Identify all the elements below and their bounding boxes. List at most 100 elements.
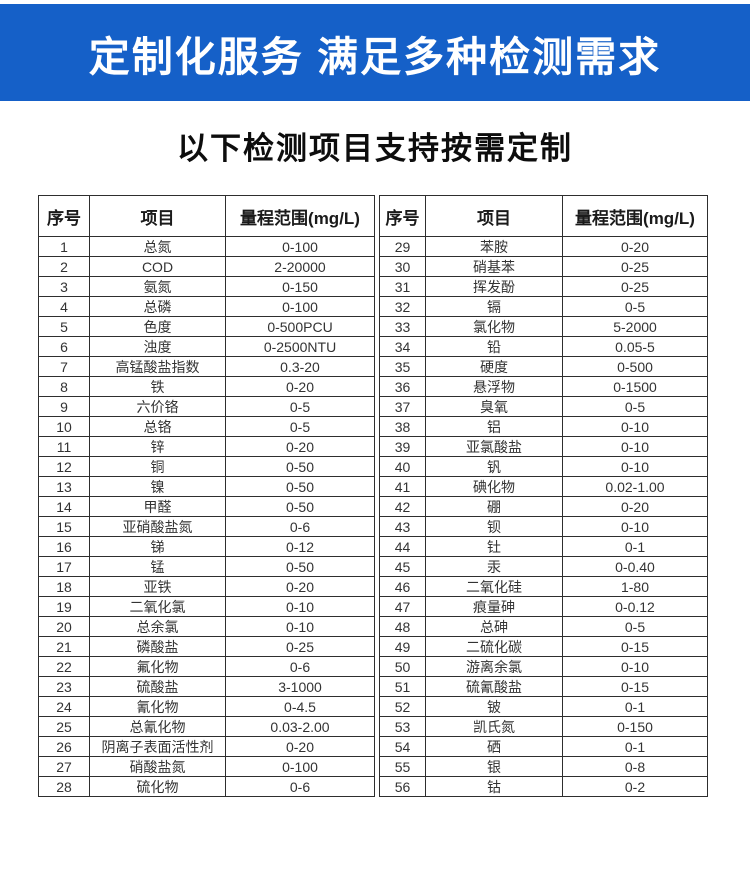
row-range: 0-25 <box>562 256 708 277</box>
row-range: 5-2000 <box>562 316 708 337</box>
row-item: 阴离子表面活性剂 <box>89 736 226 757</box>
row-no: 38 <box>379 416 426 437</box>
col-header-no: 序号 <box>379 195 426 237</box>
row-range: 0-50 <box>225 456 375 477</box>
row-item: 二氧化氯 <box>89 596 226 617</box>
row-no: 31 <box>379 276 426 297</box>
row-range: 0-1 <box>562 536 708 557</box>
row-range: 0-5 <box>225 396 375 417</box>
right-table-header: 序号 项目 量程范围(mg/L) <box>379 195 708 237</box>
row-range: 0-500 <box>562 356 708 377</box>
table-row: 32 镉 0-5 <box>379 296 708 317</box>
row-range: 0-25 <box>225 636 375 657</box>
banner: 定制化服务 满足多种检测需求 <box>0 4 750 101</box>
table-row: 53 凯氏氮 0-150 <box>379 716 708 737</box>
row-range: 0-12 <box>225 536 375 557</box>
row-no: 42 <box>379 496 426 517</box>
table-row: 43 钡 0-10 <box>379 516 708 537</box>
row-range: 0-6 <box>225 656 375 677</box>
table-row: 6 浊度 0-2500NTU <box>38 336 375 357</box>
table-row: 36 悬浮物 0-1500 <box>379 376 708 397</box>
row-no: 53 <box>379 716 426 737</box>
row-item: 亚硝酸盐氮 <box>89 516 226 537</box>
row-no: 17 <box>38 556 90 577</box>
col-header-no: 序号 <box>38 195 90 237</box>
row-item: 六价铬 <box>89 396 226 417</box>
row-item: 总磷 <box>89 296 226 317</box>
row-item: 亚铁 <box>89 576 226 597</box>
row-no: 23 <box>38 676 90 697</box>
row-no: 7 <box>38 356 90 377</box>
row-no: 25 <box>38 716 90 737</box>
row-item: 挥发酚 <box>425 276 563 297</box>
row-item: 总余氯 <box>89 616 226 637</box>
row-range: 0-20 <box>562 496 708 517</box>
row-no: 4 <box>38 296 90 317</box>
row-no: 13 <box>38 476 90 497</box>
header-row: 序号 项目 量程范围(mg/L) <box>379 195 708 237</box>
table-row: 4 总磷 0-100 <box>38 296 375 317</box>
table-row: 31 挥发酚 0-25 <box>379 276 708 297</box>
row-range: 0-5 <box>562 616 708 637</box>
row-range: 0-2500NTU <box>225 336 375 357</box>
table-row: 52 铍 0-1 <box>379 696 708 717</box>
table-row: 29 苯胺 0-20 <box>379 236 708 257</box>
row-no: 41 <box>379 476 426 497</box>
header-row: 序号 项目 量程范围(mg/L) <box>38 195 375 237</box>
row-item: 铜 <box>89 456 226 477</box>
table-row: 18 亚铁 0-20 <box>38 576 375 597</box>
table-row: 21 磷酸盐 0-25 <box>38 636 375 657</box>
row-item: 二硫化碳 <box>425 636 563 657</box>
row-no: 32 <box>379 296 426 317</box>
table-row: 28 硫化物 0-6 <box>38 776 375 797</box>
row-item: 磷酸盐 <box>89 636 226 657</box>
row-item: 臭氧 <box>425 396 563 417</box>
table-row: 51 硫氰酸盐 0-15 <box>379 676 708 697</box>
row-range: 0-15 <box>562 636 708 657</box>
row-item: 总砷 <box>425 616 563 637</box>
row-no: 20 <box>38 616 90 637</box>
table-row: 45 汞 0-0.40 <box>379 556 708 577</box>
row-no: 43 <box>379 516 426 537</box>
table-row: 2 COD 2-20000 <box>38 256 375 277</box>
row-no: 40 <box>379 456 426 477</box>
row-no: 12 <box>38 456 90 477</box>
table-row: 8 铁 0-20 <box>38 376 375 397</box>
row-range: 0.3-20 <box>225 356 375 377</box>
table-row: 12 铜 0-50 <box>38 456 375 477</box>
table-row: 24 氰化物 0-4.5 <box>38 696 375 717</box>
row-item: 锰 <box>89 556 226 577</box>
row-item: 凯氏氮 <box>425 716 563 737</box>
left-tbody: 1 总氮 0-100 2 COD 2-20000 3 氨氮 0-150 4 总磷 0-100 5 色度 0-… <box>38 236 375 797</box>
table-row: 17 锰 0-50 <box>38 556 375 577</box>
row-no: 8 <box>38 376 90 397</box>
row-item: 铁 <box>89 376 226 397</box>
row-item: 硫氰酸盐 <box>425 676 563 697</box>
row-item: 硬度 <box>425 356 563 377</box>
row-item: 锑 <box>89 536 226 557</box>
table-row: 39 亚氯酸盐 0-10 <box>379 436 708 457</box>
table-row: 5 色度 0-500PCU <box>38 316 375 337</box>
row-item: 银 <box>425 756 563 777</box>
row-no: 39 <box>379 436 426 457</box>
table-row: 23 硫酸盐 3-1000 <box>38 676 375 697</box>
table-row: 41 碘化物 0.02-1.00 <box>379 476 708 497</box>
row-range: 0-10 <box>562 516 708 537</box>
subtitle: 以下检测项目支持按需定制 <box>177 131 573 166</box>
row-no: 46 <box>379 576 426 597</box>
row-item: 悬浮物 <box>425 376 563 397</box>
row-no: 10 <box>38 416 90 437</box>
row-item: 氯化物 <box>425 316 563 337</box>
row-no: 22 <box>38 656 90 677</box>
spec-table-left: 序号 项目 量程范围(mg/L) 1 总氮 0-100 2 COD 2-20000 3 氨氮 0… <box>38 195 375 797</box>
row-range: 1-80 <box>562 576 708 597</box>
row-item: 硝基苯 <box>425 256 563 277</box>
row-range: 0.02-1.00 <box>562 476 708 497</box>
row-no: 11 <box>38 436 90 457</box>
row-item: COD <box>89 256 226 277</box>
row-range: 0-1 <box>562 736 708 757</box>
row-no: 5 <box>38 316 90 337</box>
row-item: 锌 <box>89 436 226 457</box>
row-no: 3 <box>38 276 90 297</box>
row-range: 0-20 <box>562 236 708 257</box>
